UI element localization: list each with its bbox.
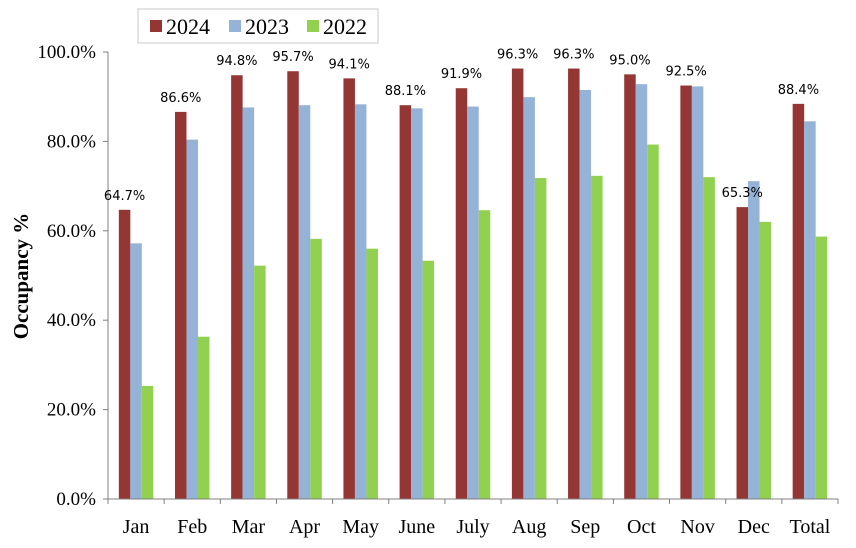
bar-2022-july xyxy=(478,210,491,500)
bar-2023-july xyxy=(467,106,479,499)
bar-2024-sep xyxy=(568,68,580,499)
legend-swatch-2022 xyxy=(307,20,319,32)
x-tick-label: Feb xyxy=(177,516,207,538)
y-axis-title: Occupancy % xyxy=(9,213,33,340)
bar-2023-nov xyxy=(691,86,704,500)
y-tick-label: 0.0% xyxy=(56,489,96,510)
bar-2023-mar xyxy=(242,107,255,500)
bars xyxy=(118,68,828,500)
x-tick-label: July xyxy=(456,516,489,538)
bar-2022-sep xyxy=(591,175,603,499)
bar-2023-oct xyxy=(635,84,648,500)
legend: 2024 2023 2022 xyxy=(137,8,379,44)
legend-swatch-2023 xyxy=(229,20,241,32)
x-tick-label: Nov xyxy=(680,516,714,538)
bar-2022-may xyxy=(366,248,378,499)
x-tick-label: May xyxy=(342,516,379,538)
bar-2023-total xyxy=(804,121,816,499)
x-tick-label: June xyxy=(399,516,436,538)
x-axis: Jan Feb Mar Apr May June July Aug Sep Oct Nov Dec To… xyxy=(107,498,839,538)
bar-2022-total xyxy=(815,236,828,500)
data-label: 88.1% xyxy=(385,84,426,99)
bar-2023-may xyxy=(354,104,367,500)
x-tick-label: Apr xyxy=(289,516,320,538)
data-label: 91.9% xyxy=(441,67,482,82)
legend-label-2023: 2023 xyxy=(245,14,289,39)
x-tick-label: Aug xyxy=(512,516,546,538)
bar-2024-dec xyxy=(736,207,749,500)
data-label: 64.7% xyxy=(104,189,145,204)
bar-2023-feb xyxy=(186,139,198,500)
legend-label-2024: 2024 xyxy=(166,14,210,39)
data-label: 94.1% xyxy=(329,57,370,72)
bar-2022-oct xyxy=(647,144,659,499)
bar-2022-june xyxy=(422,260,435,499)
data-label: 96.3% xyxy=(497,48,538,63)
x-tick-label: Dec xyxy=(738,516,770,538)
bar-2024-aug xyxy=(511,68,524,499)
x-tick-label: Mar xyxy=(232,516,266,538)
bar-2023-dec xyxy=(748,181,760,499)
bar-2024-nov xyxy=(680,85,692,500)
data-label: 65.3% xyxy=(722,186,763,201)
data-label: 95.7% xyxy=(272,50,313,65)
bar-2024-jan xyxy=(118,209,131,500)
x-tick-label: Oct xyxy=(627,516,656,538)
bar-2024-mar xyxy=(231,75,243,500)
data-label: 92.5% xyxy=(665,65,706,80)
bar-2022-feb xyxy=(197,336,210,499)
bar-2024-may xyxy=(343,78,355,500)
data-labels: 64.7% 86.6% 94.8% 95.7% 94.1% 88.1% 91.9% 96.3%… xyxy=(104,48,819,204)
bar-2023-aug xyxy=(523,97,535,500)
y-tick-label: 100.0% xyxy=(37,42,96,63)
data-label: 86.6% xyxy=(160,91,201,106)
bar-2022-jan xyxy=(141,385,154,499)
y-tick-label: 60.0% xyxy=(47,221,96,242)
x-tick-label: Sep xyxy=(570,516,600,538)
y-axis: 0.0% 20.0% 40.0% 60.0% 80.0% 100.0% xyxy=(37,42,109,510)
y-tick-label: 80.0% xyxy=(47,131,96,152)
legend-swatch-2024 xyxy=(150,20,162,32)
data-label: 88.4% xyxy=(778,83,819,98)
bar-2022-dec xyxy=(759,221,772,500)
bar-2023-apr xyxy=(298,105,311,499)
y-tick-label: 40.0% xyxy=(47,310,96,331)
bar-2022-aug xyxy=(534,178,547,500)
bar-2022-nov xyxy=(703,177,715,499)
bar-2024-oct xyxy=(624,74,636,499)
bar-2024-june xyxy=(399,105,412,499)
data-label: 95.0% xyxy=(609,53,650,68)
legend-box xyxy=(137,8,379,44)
x-tick-label: Total xyxy=(790,516,831,538)
bar-2023-jan xyxy=(130,243,142,499)
bar-2023-sep xyxy=(579,90,592,499)
bar-2024-july xyxy=(455,88,468,500)
bar-2024-feb xyxy=(174,111,187,500)
bar-2024-total xyxy=(792,103,805,499)
legend-label-2022: 2022 xyxy=(323,14,367,39)
y-tick-label: 20.0% xyxy=(47,400,96,421)
bar-2023-june xyxy=(411,108,423,499)
data-label: 94.8% xyxy=(216,54,257,69)
data-label: 96.3% xyxy=(553,48,594,63)
x-tick-label: Jan xyxy=(123,516,150,538)
bar-2022-mar xyxy=(254,265,266,499)
bar-2022-apr xyxy=(310,238,322,499)
bar-2024-apr xyxy=(287,71,299,499)
